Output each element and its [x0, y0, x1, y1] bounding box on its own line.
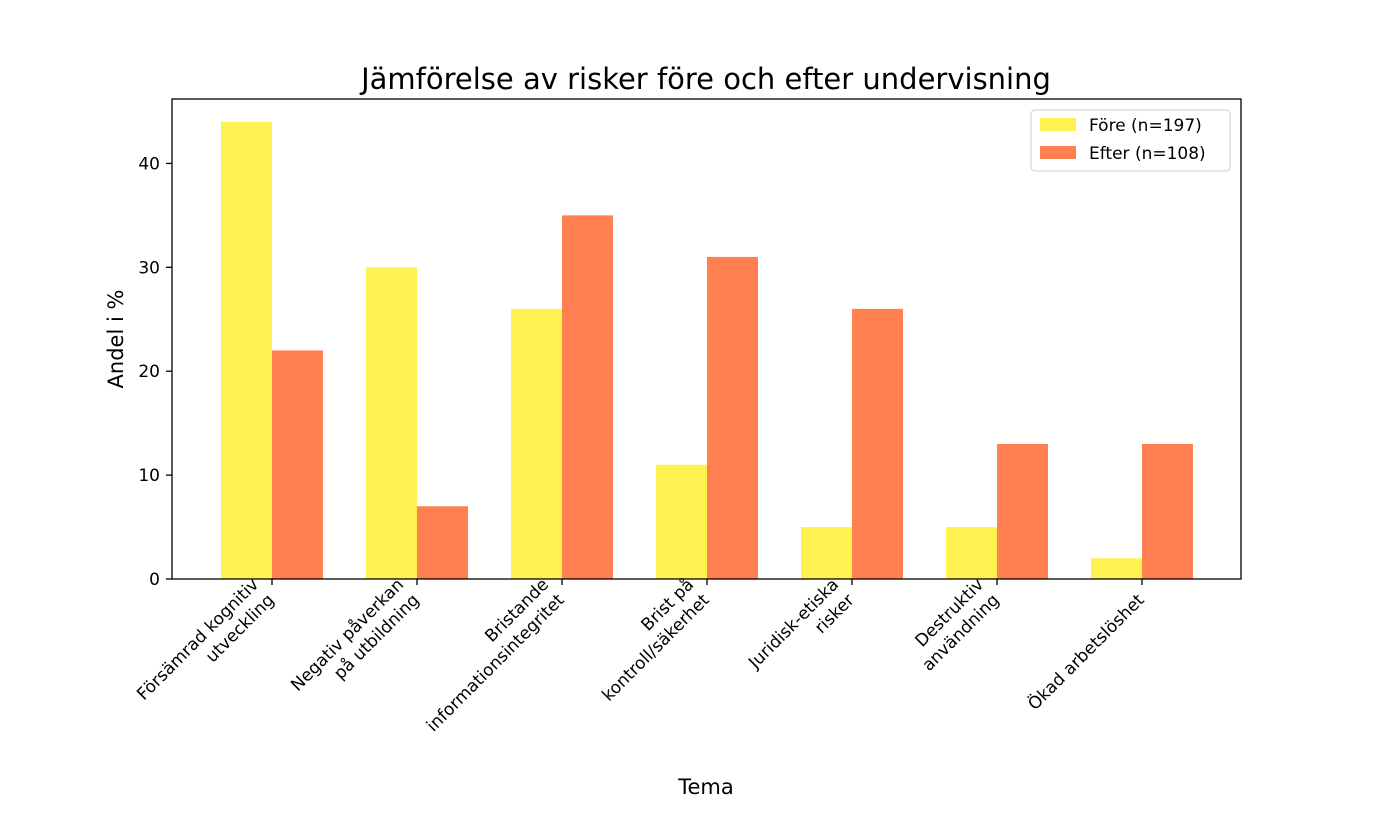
- bar-after-5: [997, 443, 1048, 579]
- x-axis: Försämrad kognitivutveckling Negativ påve…: [133, 574, 1148, 736]
- bar-before-3: [656, 464, 707, 579]
- bar-after-2: [562, 215, 613, 579]
- legend-swatch-before: [1040, 118, 1076, 131]
- x-tick-label-4: Juridisk-etiskarisker: [744, 575, 858, 689]
- legend-frame: [1030, 109, 1231, 172]
- bar-after-4: [852, 308, 903, 579]
- y-tick-label-2: 20: [138, 362, 160, 382]
- x-tick-label-2: Bristandeinformationsintegritet: [407, 575, 568, 736]
- y-tick-label-3: 30: [138, 258, 160, 278]
- bar-before-2: [511, 308, 562, 579]
- x-tick-label-0: Försämrad kognitivutveckling: [133, 575, 278, 720]
- bar-before-5: [946, 527, 997, 579]
- bar-after-1: [417, 506, 468, 579]
- legend-label-before: Före (n=197): [1089, 116, 1202, 136]
- legend: Före (n=197) Efter (n=108): [1030, 109, 1231, 172]
- bars-layer: [221, 121, 1193, 579]
- legend-swatch-after: [1040, 146, 1076, 159]
- y-tick-label-1: 10: [138, 466, 160, 486]
- x-axis-label: Tema: [677, 775, 734, 799]
- bar-after-3: [707, 256, 758, 579]
- x-tick-label-1: Negativ påverkanpå utbildning: [287, 574, 424, 711]
- bar-before-4: [801, 527, 852, 579]
- x-tick-label-5: Destruktivanvändning: [903, 575, 1004, 676]
- y-tick-label-0: 0: [149, 570, 160, 590]
- x-tick-label-line: Ökad arbetslöshet: [1023, 589, 1149, 715]
- chart-title: Jämförelse av risker före och efter unde…: [359, 62, 1051, 96]
- y-axis: 0 10 20 30 40: [138, 154, 172, 590]
- bar-before-1: [366, 267, 417, 579]
- x-tick-label-3: Brist påkontroll/säkerhet: [582, 574, 714, 706]
- y-axis-label: Andel i %: [104, 290, 128, 389]
- x-tick-label-6: Ökad arbetslöshet: [1023, 589, 1149, 715]
- bar-after-0: [272, 350, 323, 579]
- bar-before-6: [1091, 558, 1142, 579]
- legend-label-after: Efter (n=108): [1089, 144, 1206, 164]
- x-tick-label-line: informationsintegritet: [423, 590, 569, 736]
- x-tick-label-line: Försämrad kognitiv: [133, 575, 263, 705]
- bar-before-0: [221, 121, 272, 579]
- bar-after-6: [1142, 443, 1193, 579]
- y-tick-label-4: 40: [138, 154, 160, 174]
